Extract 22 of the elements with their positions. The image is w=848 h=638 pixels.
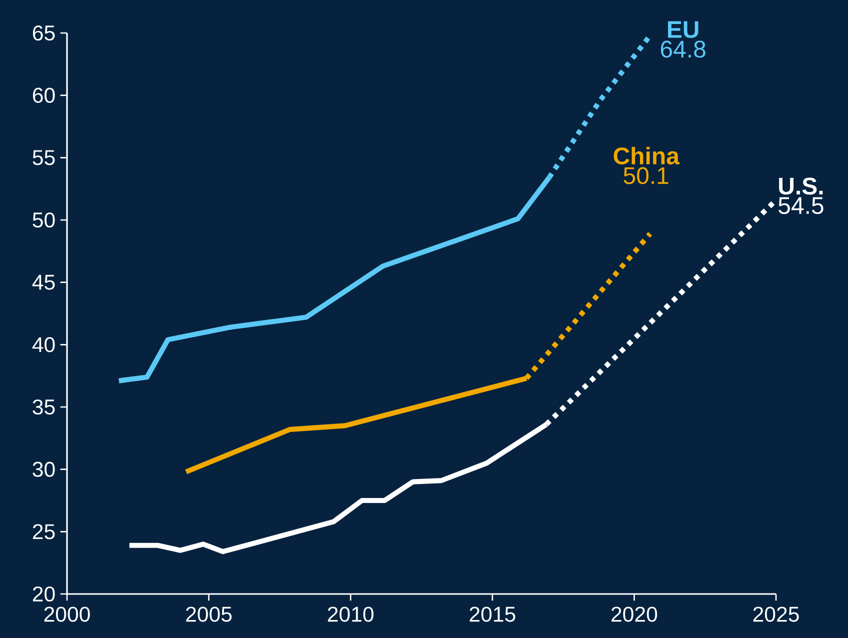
- x-tick-label: 2025: [753, 606, 799, 622]
- y-tick-label: 40: [32, 337, 55, 352]
- y-tick-label: 25: [32, 524, 55, 540]
- y-tick-label: 35: [32, 399, 55, 415]
- y-tick-label: 20: [32, 586, 55, 602]
- x-tick-label: 2005: [186, 606, 232, 622]
- y-tick-label: 60: [32, 88, 55, 103]
- x-tick-label: 2020: [612, 606, 658, 622]
- y-tick-label: 65: [32, 25, 55, 41]
- series-label: U.S.: [779, 178, 823, 195]
- text: China: [614, 146, 680, 164]
- annotation: 64.8: [660, 40, 706, 58]
- series-label: EU: [668, 21, 698, 38]
- x-tick-label: 2010: [328, 606, 374, 622]
- x-tick-label: 2000: [44, 606, 90, 622]
- y-tick-label: 50: [32, 212, 55, 228]
- y-tick-label: 45: [32, 274, 55, 290]
- y-tick-label: 30: [32, 462, 55, 477]
- annotation: 50.1: [624, 167, 668, 184]
- text: 54.5: [778, 197, 824, 214]
- y-tick-label: 55: [32, 150, 55, 166]
- x-tick-label: 2015: [470, 606, 516, 622]
